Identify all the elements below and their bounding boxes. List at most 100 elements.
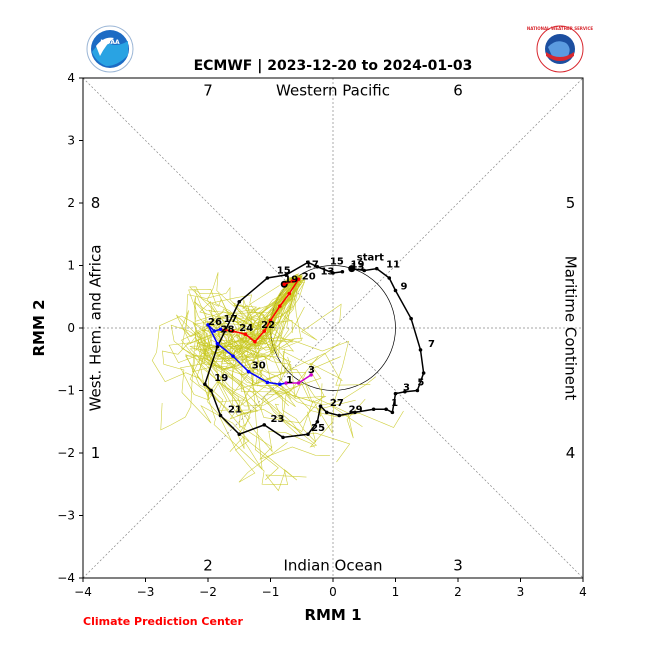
- observed-point: [306, 432, 310, 437]
- observed-date-label: 19: [214, 373, 228, 384]
- phase-number-label: 1: [91, 444, 101, 462]
- observed-date-label: start: [357, 253, 384, 264]
- forecast-point: [265, 380, 270, 385]
- observed-date-label: 17: [305, 259, 319, 270]
- observed-date-label: 5: [417, 378, 424, 389]
- forecast-segment: [288, 278, 300, 295]
- phase-number-label: 5: [566, 194, 576, 212]
- forecast-point: [296, 381, 301, 385]
- observed-point: [337, 413, 342, 418]
- observed-point: [203, 382, 207, 387]
- y-tick-label: −3: [57, 509, 75, 523]
- observed-date-label: 19: [351, 259, 365, 270]
- forecast-segment: [245, 333, 256, 343]
- chart-title: ECMWF | 2023-12-20 to 2024-01-03: [194, 58, 473, 74]
- x-tick-label: −2: [199, 585, 217, 599]
- forecast-segment: [254, 330, 265, 343]
- observed-date-label: 13: [321, 266, 335, 277]
- forecast-segment: [216, 343, 234, 357]
- forecast-date-label: 1: [286, 375, 293, 386]
- forecast-point: [231, 354, 235, 358]
- observed-date-label: 27: [330, 398, 344, 409]
- observed-date-label: 13: [351, 262, 365, 273]
- observed-point: [331, 271, 335, 275]
- ensemble-member-line: [201, 280, 307, 400]
- forecast-point: [284, 381, 288, 385]
- y-tick-label: 2: [67, 196, 75, 210]
- forecast-point: [246, 369, 251, 374]
- forecast-point: [278, 304, 282, 308]
- observed-date-label: 1: [391, 398, 398, 409]
- x-tick-label: 1: [392, 585, 400, 599]
- phase-number-label: 2: [203, 557, 213, 575]
- ensemble-member-line: [188, 277, 303, 360]
- ensemble-member-line: [207, 272, 302, 352]
- observed-point: [421, 371, 426, 375]
- phase-number-label: 3: [453, 557, 463, 575]
- observed-point: [315, 419, 320, 424]
- y-tick-label: −2: [57, 446, 75, 460]
- observed-point: [393, 288, 398, 293]
- ensemble-member-line: [151, 283, 297, 383]
- y-tick-label: 0: [67, 321, 75, 335]
- phase-number-label: 7: [203, 82, 213, 100]
- forecast-date-label: 24: [239, 323, 253, 334]
- observed-point: [281, 435, 285, 440]
- forecast-point: [206, 323, 210, 327]
- observed-point: [371, 407, 376, 412]
- region-label-top: Western Pacific: [276, 82, 390, 100]
- forecast-point: [212, 329, 217, 333]
- x-tick-label: 2: [454, 585, 462, 599]
- observed-point: [384, 407, 388, 412]
- observed-date-label: 29: [349, 404, 363, 415]
- ensemble-members: [151, 272, 404, 492]
- observed-point: [265, 276, 270, 280]
- observed-point: [315, 264, 320, 269]
- y-tick-label: −1: [57, 384, 75, 398]
- forecast-point: [253, 339, 257, 344]
- x-tick-label: 0: [329, 585, 337, 599]
- grid-line-diagonal: [82, 77, 584, 579]
- forecast-date-label: 20: [302, 271, 316, 282]
- forecast-segment: [248, 371, 268, 384]
- observed-point: [209, 388, 213, 393]
- ensemble-member-line: [185, 274, 305, 370]
- forecast-date-label: 3: [308, 365, 315, 376]
- x-tick-label: −3: [137, 585, 155, 599]
- x-tick-label: −1: [262, 585, 280, 599]
- forecast-point: [287, 291, 292, 296]
- observed-point: [418, 348, 423, 352]
- observed-point: [374, 266, 379, 271]
- ensemble-member-line: [188, 275, 298, 350]
- observed-date-label: 7: [428, 339, 435, 350]
- region-label-right: Maritime Continent: [562, 256, 580, 401]
- observed-point: [218, 413, 223, 418]
- y-tick-label: −4: [57, 571, 75, 585]
- ensemble-member-line: [242, 276, 296, 355]
- observed-line: [204, 261, 425, 439]
- forecast-date-label: 30: [252, 361, 266, 372]
- observed-date-label: 23: [271, 414, 285, 425]
- observed-date-label: 9: [401, 281, 408, 292]
- observed-point: [403, 389, 407, 394]
- forecast-date-label: 17: [224, 314, 238, 325]
- observed-point: [324, 410, 329, 415]
- forecast-segment: [267, 381, 280, 385]
- forecast-point: [243, 332, 248, 337]
- forecast-segment: [269, 305, 281, 321]
- phase-number-label: 4: [566, 444, 576, 462]
- forecast-segment: [232, 330, 246, 335]
- forecast-point: [262, 329, 267, 333]
- observed-point: [387, 276, 392, 280]
- observed-point: [237, 299, 242, 304]
- forecast-date-label: 28: [221, 324, 235, 335]
- observed-point: [390, 410, 395, 415]
- x-tick-label: 4: [579, 585, 587, 599]
- forecast-segment: [207, 324, 219, 344]
- observed-date-label: 3: [403, 383, 410, 394]
- forecast-point: [290, 279, 295, 283]
- forecast-point: [268, 318, 273, 323]
- observed-point: [353, 410, 357, 415]
- observed-point: [340, 269, 345, 274]
